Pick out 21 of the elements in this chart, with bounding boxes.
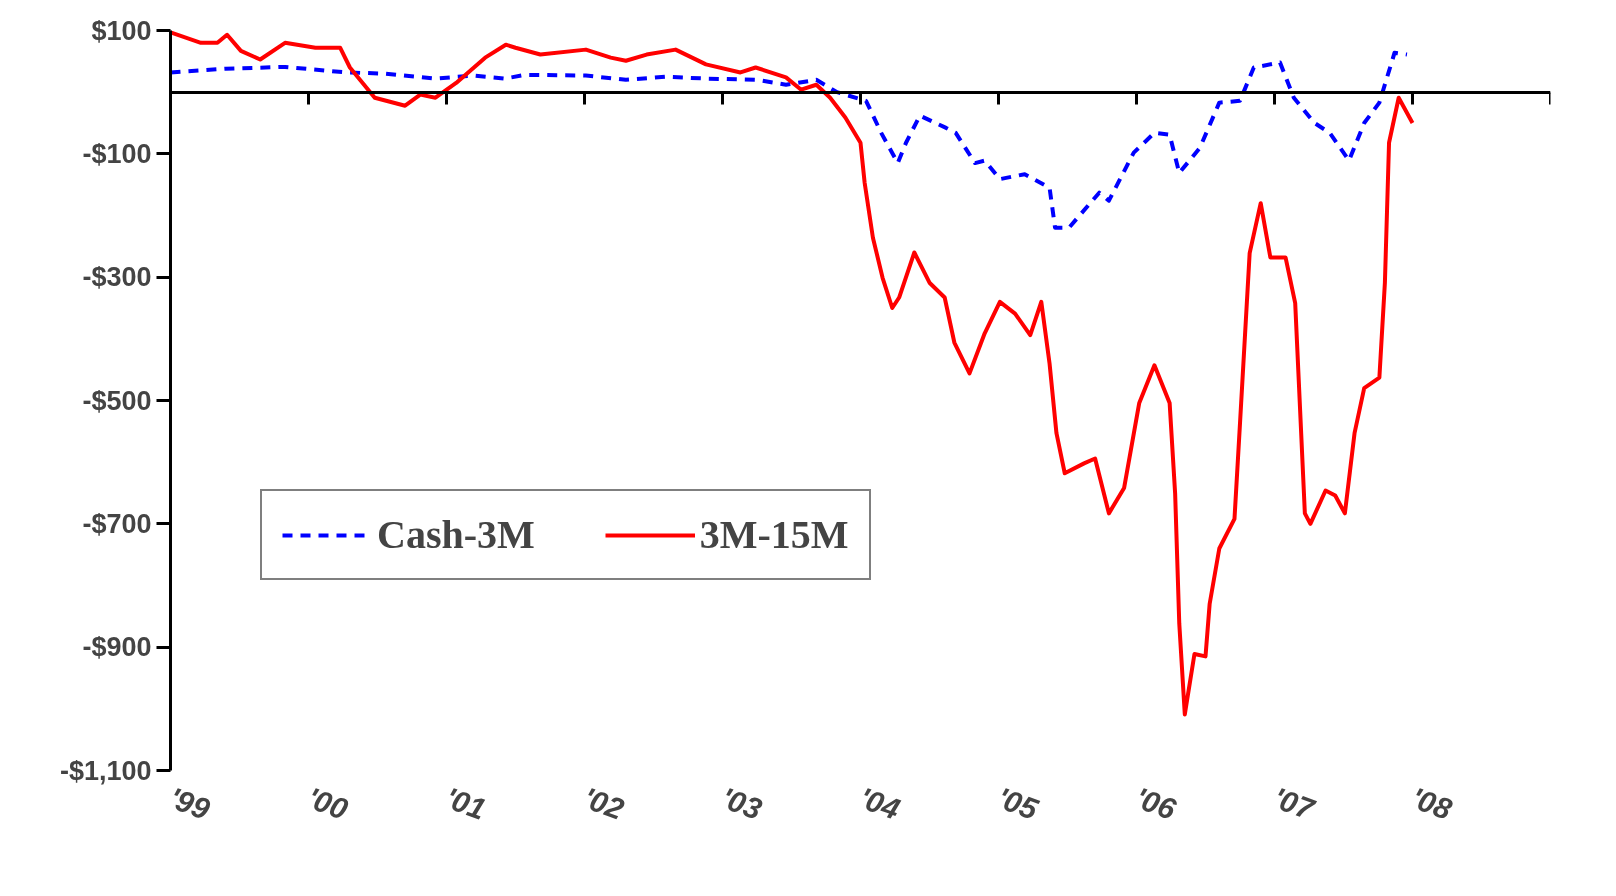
x-tick-label: '02	[578, 781, 629, 826]
y-tick-label: -$500	[82, 385, 152, 416]
x-tick-label: '03	[716, 781, 767, 826]
line-series	[170, 30, 1415, 717]
y-tick-label: -$700	[82, 508, 152, 539]
x-tick-label: '07	[1268, 781, 1320, 827]
x-tick-label: '08	[1406, 781, 1457, 826]
x-tick-label: '04	[854, 781, 905, 826]
y-tick-label: $100	[91, 15, 152, 46]
legend-label: Cash-3M	[377, 511, 535, 558]
x-tick-label: '00	[302, 781, 353, 826]
line-series	[170, 50, 1409, 230]
x-tick-label: '99	[164, 781, 215, 826]
y-tick-label: -$100	[82, 138, 152, 169]
x-tick-label: '05	[992, 781, 1044, 827]
y-tick-label: -$900	[82, 632, 152, 663]
x-tick-label: '06	[1130, 781, 1181, 826]
y-tick-label: -$300	[82, 262, 152, 293]
y-tick-label: -$1,100	[59, 755, 152, 786]
legend-label: 3M-15M	[699, 511, 849, 558]
x-tick-label: '01	[440, 781, 491, 826]
